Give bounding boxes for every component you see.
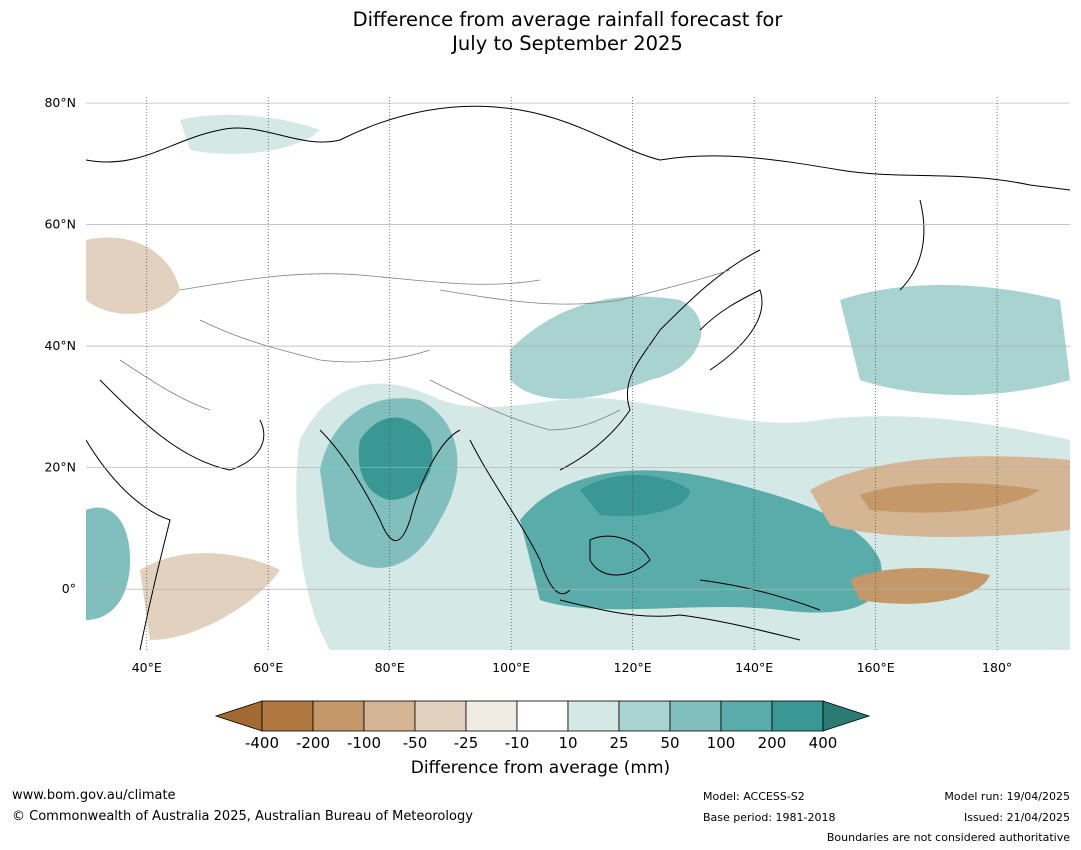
longitude-label: 60°E <box>253 660 283 675</box>
latitude-labels: 80°N 60°N 40°N 20°N 0° <box>44 95 76 596</box>
wet-field-arctic <box>180 114 320 154</box>
colorbar-tick-labels: -400 -200 -100 -50 -25 -10 10 25 50 100 200 400 <box>245 734 837 752</box>
latitude-label: 0° <box>62 581 76 596</box>
coastline-africa <box>86 439 171 650</box>
colorbar-block <box>618 700 671 732</box>
colorbar-block <box>771 700 824 732</box>
longitude-label: 120°E <box>614 660 652 675</box>
border-china-south <box>429 379 621 431</box>
colorbar-blocks <box>214 700 871 732</box>
wet-field-east-asia <box>510 296 702 399</box>
boundaries-disclaimer: Boundaries are not considered authoritat… <box>826 831 1070 844</box>
coastline-japan <box>699 289 763 371</box>
chart-title: Difference from average rainfall forecas… <box>0 8 1081 56</box>
border-russia-kazakhstan <box>179 273 541 291</box>
longitude-label: 140°E <box>735 660 773 675</box>
colorbar-label: Difference from average (mm) <box>410 758 671 778</box>
rainfall-map: 80°N 60°N 40°N 20°N 0° 40°E 60°E 80°E 100°E 120°… <box>44 95 1070 675</box>
wet-field-east-africa <box>86 507 130 620</box>
colorbar-block <box>516 700 569 732</box>
coastlines <box>86 105 1070 650</box>
dry-field-central-asia <box>86 237 180 314</box>
latitude-label: 40°N <box>44 338 76 353</box>
title-line-2: July to September 2025 <box>452 32 683 55</box>
dry-field-pacific-core <box>860 483 1040 513</box>
border-middle-east <box>119 359 211 411</box>
colorbar-tick-label: 200 <box>758 734 787 752</box>
model-name: Model: ACCESS-S2 <box>703 790 805 803</box>
longitude-label: 180° <box>982 660 1012 675</box>
longitude-label: 80°E <box>375 660 405 675</box>
coastline-borneo <box>589 535 651 576</box>
issued-date: Issued: 21/04/2025 <box>963 811 1070 824</box>
coastline-east-asia <box>559 249 761 471</box>
country-borders <box>119 269 731 431</box>
latitude-label: 20°N <box>44 460 76 475</box>
latitude-label: 60°N <box>44 217 76 232</box>
base-period: Base period: 1981-2018 <box>703 811 836 824</box>
colorbar-tick-label: -25 <box>454 734 479 752</box>
colorbar-block <box>414 700 467 732</box>
colorbar-block <box>465 700 518 732</box>
colorbar-block <box>669 700 722 732</box>
coastline-eurasia-north <box>86 105 1070 191</box>
longitude-label: 100°E <box>492 660 530 675</box>
colorbar-extend-high <box>822 700 871 732</box>
longitude-labels: 40°E 60°E 80°E 100°E 120°E 140°E 160°E 180° <box>132 660 1012 675</box>
colorbar-block <box>312 700 365 732</box>
coastline-india <box>319 429 461 542</box>
colorbar: -400 -200 -100 -50 -25 -10 10 25 50 100 200 400 <box>214 700 871 752</box>
longitude-label: 40°E <box>132 660 162 675</box>
colorbar-tick-label: -400 <box>245 734 279 752</box>
coastline-kamchatka <box>899 199 925 291</box>
colorbar-tick-label: 10 <box>558 734 577 752</box>
dry-field-indian-ocean <box>140 553 280 640</box>
coastline-arabia <box>99 379 265 471</box>
title-line-1: Difference from average rainfall forecas… <box>352 8 783 31</box>
colorbar-tick-label: 100 <box>707 734 736 752</box>
border-central-asia <box>199 319 431 363</box>
colorbar-tick-label: 25 <box>609 734 628 752</box>
colorbar-tick-label: -100 <box>347 734 381 752</box>
wet-field-pacific-north <box>840 285 1070 395</box>
copyright-text: © Commonwealth of Australia 2025, Austra… <box>12 809 473 824</box>
coastline-new-guinea <box>699 579 821 611</box>
colorbar-block <box>363 700 416 732</box>
border-china-mongolia <box>439 269 731 305</box>
colorbar-block <box>720 700 773 732</box>
longitude-label: 160°E <box>857 660 895 675</box>
latitude-label: 80°N <box>44 95 76 110</box>
graticule <box>86 97 1070 650</box>
colorbar-extend-low <box>214 700 263 732</box>
colorbar-tick-label: -200 <box>296 734 330 752</box>
coastline-southeast-asia <box>469 439 571 595</box>
rainfall-anomaly-fields <box>86 114 1070 650</box>
website-link[interactable]: www.bom.gov.au/climate <box>12 788 176 803</box>
colorbar-tick-label: 50 <box>660 734 679 752</box>
colorbar-block <box>261 700 314 732</box>
colorbar-tick-label: -10 <box>505 734 530 752</box>
colorbar-tick-label: 400 <box>809 734 838 752</box>
colorbar-block <box>567 700 620 732</box>
model-run-date: Model run: 19/04/2025 <box>944 790 1070 803</box>
wet-field-bay-of-bengal <box>358 417 433 500</box>
wet-field-philippines <box>580 475 690 517</box>
coastline-indonesia <box>559 599 801 641</box>
dry-field-equatorial-pacific <box>850 568 990 604</box>
colorbar-tick-label: -50 <box>403 734 428 752</box>
